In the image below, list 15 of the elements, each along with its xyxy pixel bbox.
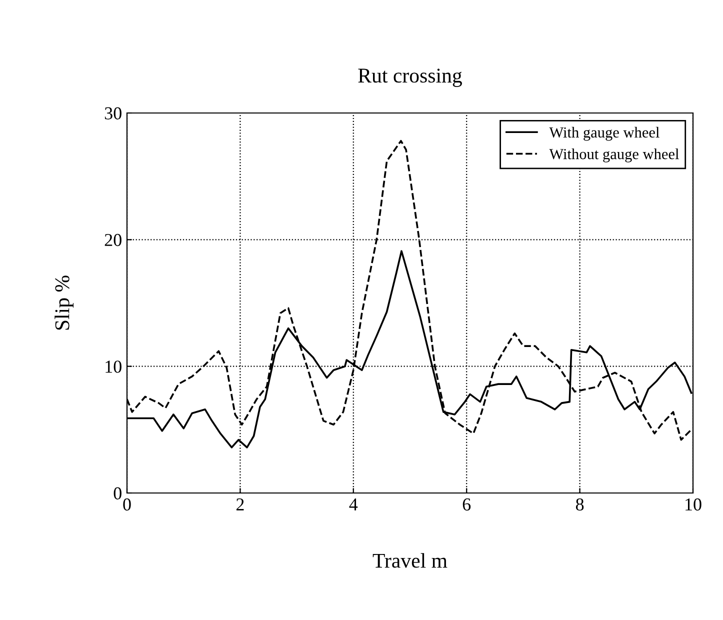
y-tick-label: 10 [106, 360, 122, 373]
x-tick-label: 4 [349, 498, 358, 510]
y-tick-label: 30 [104, 107, 122, 120]
legend-label: Without gauge wheel [549, 148, 679, 162]
x-tick-label: 8 [576, 498, 584, 511]
x-tick-label: 0 [123, 498, 131, 511]
legend-label: With gauge wheel [549, 126, 660, 141]
y-axis-title: Slip % [54, 276, 74, 330]
x-axis-title: Travel m [372, 553, 448, 568]
chart-title: Rut crossing [358, 68, 462, 87]
x-tick-label: 10 [686, 498, 702, 511]
y-tick-label: 20 [104, 234, 122, 246]
x-tick-label: 6 [462, 498, 471, 511]
y-tick-label: 0 [114, 487, 122, 500]
x-tick-label: 2 [236, 498, 244, 510]
